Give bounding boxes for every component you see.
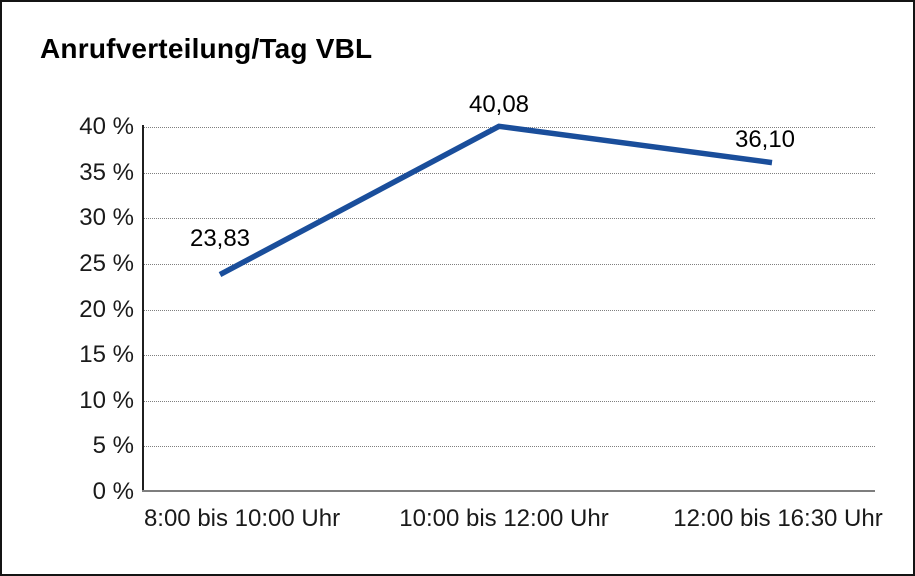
y-tick-label: 30 %	[79, 204, 134, 232]
gridline	[144, 218, 875, 220]
y-tick-label: 0 %	[92, 478, 134, 505]
y-tick-label: 15 %	[79, 341, 134, 369]
gridline	[144, 400, 875, 402]
data-line	[218, 123, 773, 278]
data-line-path	[218, 123, 773, 278]
data-label: 36,10	[734, 125, 796, 153]
chart-title: Anrufverteilung/Tag VBL	[40, 33, 373, 64]
gridline	[144, 355, 875, 357]
plot-area	[144, 123, 875, 492]
data-label: 23,83	[189, 224, 251, 252]
y-axis-line	[142, 125, 144, 492]
y-tick-label: 35 %	[79, 158, 134, 186]
x-tick-label: 10:00 bis 12:00 Uhr	[399, 505, 609, 532]
gridline	[144, 263, 875, 265]
gridline	[144, 172, 875, 174]
gridline	[144, 309, 875, 311]
gridline	[144, 446, 875, 448]
y-tick-label: 10 %	[79, 386, 134, 414]
y-tick-label: 5 %	[92, 432, 134, 460]
y-tick-label: 40 %	[79, 113, 134, 140]
y-tick-label: 20 %	[79, 295, 134, 323]
x-tick-label: 8:00 bis 10:00 Uhr	[143, 505, 341, 532]
x-axis-baseline	[142, 490, 875, 492]
x-tick-label: 12:00 bis 16:30 Uhr	[673, 505, 883, 532]
y-tick-label: 25 %	[79, 249, 134, 277]
data-label: 40,08	[468, 91, 530, 119]
